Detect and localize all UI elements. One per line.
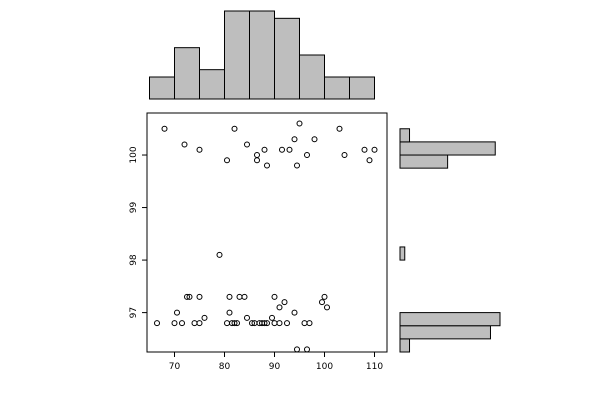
scatter-point bbox=[254, 157, 260, 164]
scatter-point bbox=[224, 320, 230, 327]
x-axis: 70 80 90 100 110 bbox=[169, 352, 383, 372]
scatter-point bbox=[184, 293, 190, 300]
x-histogram-bar bbox=[174, 47, 200, 100]
scatter-point bbox=[304, 346, 310, 353]
scatter-point bbox=[264, 320, 270, 327]
scatter-point bbox=[234, 320, 240, 327]
scatter-point bbox=[186, 293, 193, 300]
scatter-point bbox=[281, 299, 288, 306]
scatter-point bbox=[201, 314, 208, 321]
scatter-point bbox=[286, 146, 293, 153]
scatter-point bbox=[296, 120, 303, 127]
x-histogram-bar bbox=[249, 10, 275, 100]
scatter-point bbox=[366, 157, 373, 164]
scatter-point bbox=[224, 157, 230, 164]
scatter-point bbox=[161, 125, 168, 132]
y-histogram-bar bbox=[399, 325, 491, 340]
scatter-point bbox=[291, 309, 298, 316]
scatter-point bbox=[291, 136, 298, 143]
scatter-point bbox=[191, 320, 198, 327]
scatter-point bbox=[249, 320, 255, 327]
plot-frame bbox=[146, 112, 388, 353]
scatter-point bbox=[279, 146, 285, 153]
scatter-point bbox=[321, 293, 328, 300]
x-marginal-histogram bbox=[149, 10, 375, 100]
x-histogram-bar bbox=[224, 10, 250, 100]
scatter-point bbox=[284, 320, 290, 327]
y-histogram-bar bbox=[399, 128, 411, 143]
scatter-point bbox=[269, 314, 275, 321]
scatter-point bbox=[244, 314, 250, 321]
x-tick-label: 110 bbox=[366, 362, 383, 372]
scatter-point bbox=[311, 136, 318, 143]
scatter-point bbox=[231, 125, 238, 132]
y-histogram-bar bbox=[399, 154, 449, 169]
scatter-point bbox=[264, 162, 270, 169]
scatter-point bbox=[196, 293, 203, 300]
scatter-point bbox=[319, 299, 325, 306]
x-histogram-bar bbox=[299, 54, 325, 100]
scatter-point bbox=[179, 320, 185, 327]
scatter-point bbox=[341, 152, 348, 159]
scatter-points bbox=[154, 120, 378, 353]
scatter-point bbox=[294, 162, 300, 169]
scatter-point bbox=[254, 152, 260, 159]
y-axis: 97 98 99 100 bbox=[129, 146, 147, 318]
scatter-point bbox=[231, 320, 238, 327]
x-histogram-bar bbox=[349, 76, 375, 100]
scatter-point bbox=[324, 304, 330, 311]
scatter-point bbox=[276, 304, 283, 311]
scatter-point bbox=[226, 293, 233, 300]
scatter-point bbox=[196, 146, 203, 153]
scatter-point bbox=[371, 146, 378, 153]
x-histogram-bar bbox=[274, 17, 300, 100]
scatter-point bbox=[271, 293, 278, 300]
scatter-point bbox=[304, 152, 310, 159]
scatter-point bbox=[306, 320, 313, 327]
scatter-point bbox=[181, 141, 188, 148]
scatter-point bbox=[241, 293, 248, 300]
y-histogram-bar bbox=[399, 312, 501, 327]
scatter-point bbox=[244, 141, 250, 148]
y-marginal-histogram bbox=[399, 128, 501, 353]
scatter-point bbox=[216, 251, 223, 258]
scatter-point bbox=[294, 346, 300, 353]
scatter-point bbox=[154, 320, 160, 327]
scatter-point bbox=[276, 320, 283, 327]
scatter-point bbox=[171, 320, 178, 327]
scatter-point bbox=[361, 146, 368, 153]
x-tick-label: 70 bbox=[169, 362, 181, 372]
x-histogram-bar bbox=[199, 69, 225, 100]
y-histogram-bar bbox=[399, 141, 496, 156]
y-tick-label: 99 bbox=[129, 202, 139, 214]
scatter-point bbox=[336, 125, 343, 132]
y-tick-label: 98 bbox=[129, 254, 139, 266]
scatter-point bbox=[261, 320, 268, 327]
x-tick-label: 90 bbox=[269, 362, 281, 372]
scatter-point bbox=[261, 146, 268, 153]
scatter-point bbox=[301, 320, 308, 327]
y-histogram-bar bbox=[399, 338, 411, 353]
x-tick-label: 80 bbox=[219, 362, 231, 372]
scatter-point bbox=[196, 320, 203, 327]
scatter-point bbox=[226, 309, 233, 316]
y-histogram-bar bbox=[399, 246, 406, 261]
scatter-point bbox=[271, 320, 278, 327]
y-tick-label: 100 bbox=[129, 146, 139, 163]
x-tick-label: 100 bbox=[316, 362, 333, 372]
y-tick-label: 97 bbox=[129, 307, 139, 318]
x-histogram-bar bbox=[149, 76, 175, 100]
scatter-point bbox=[174, 309, 180, 316]
scatter-point bbox=[236, 293, 243, 300]
x-histogram-bar bbox=[324, 76, 350, 100]
